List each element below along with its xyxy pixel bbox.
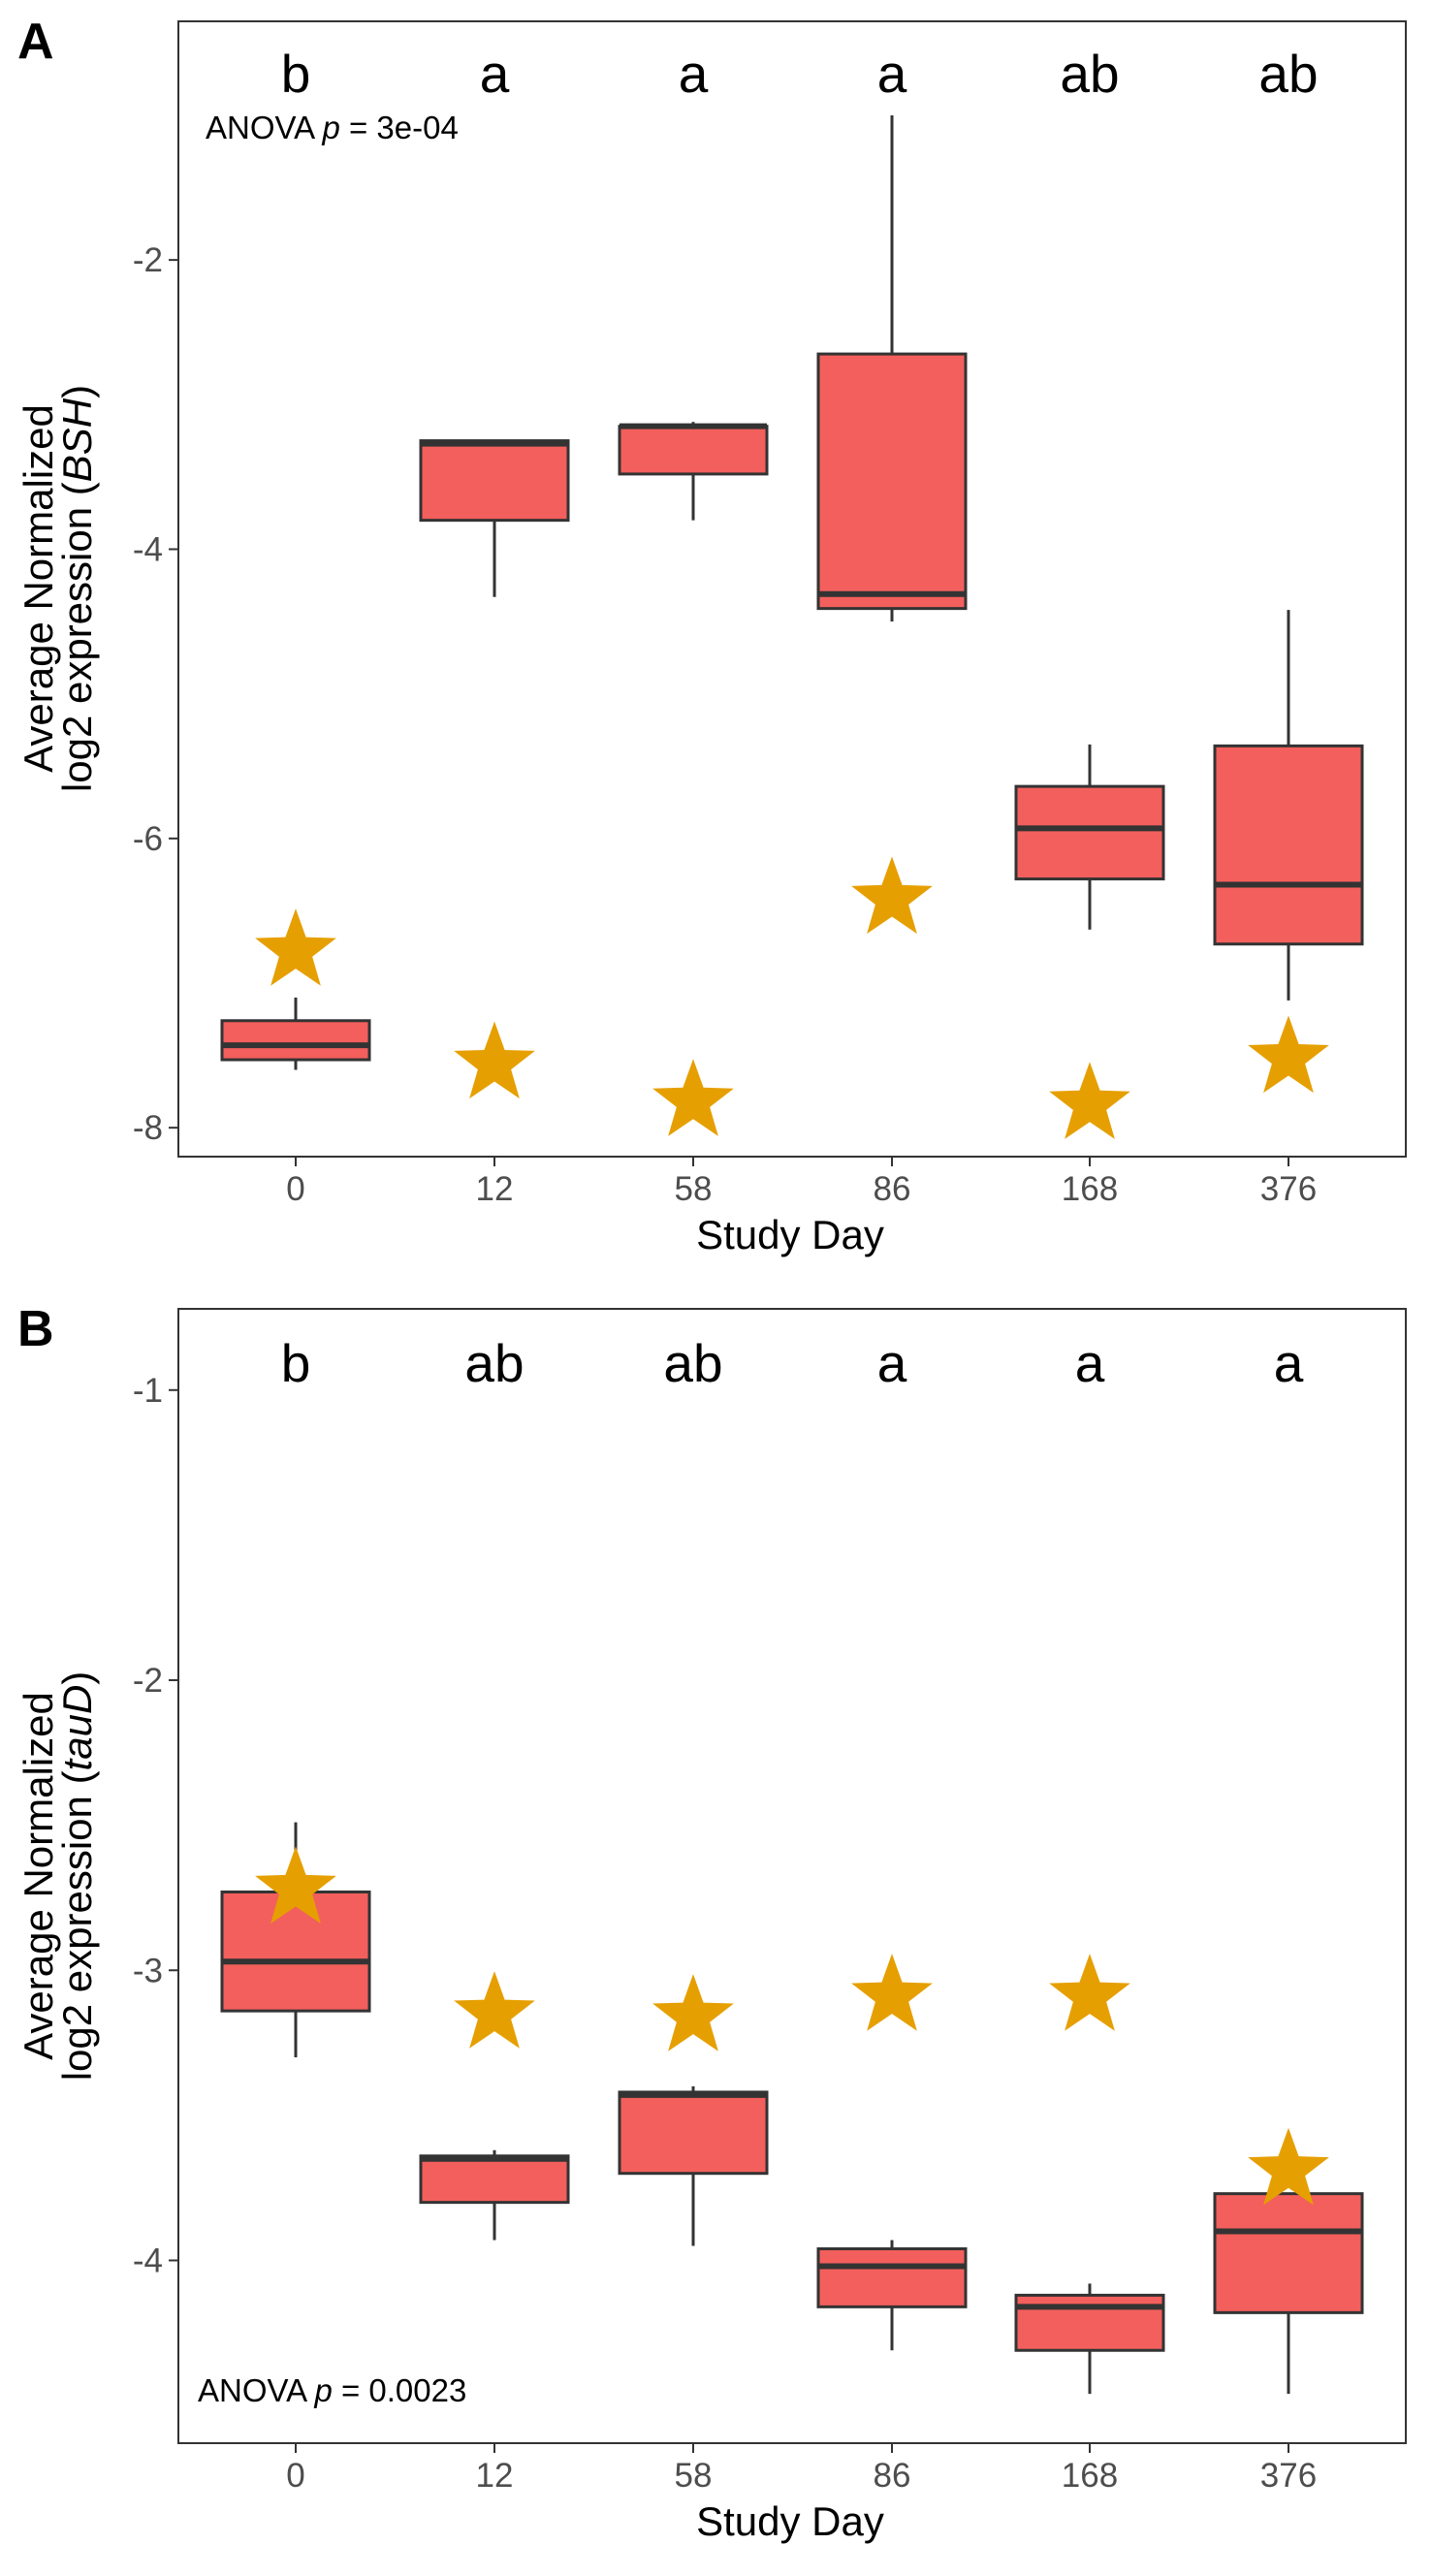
y-axis-title-gene: tauD <box>54 1685 100 1771</box>
y-tick-label: -8 <box>133 1109 163 1147</box>
significance-letter: a <box>480 44 510 104</box>
x-tick-label: 12 <box>476 1170 514 1208</box>
box <box>419 2154 570 2205</box>
plot-panel-border <box>177 1308 1407 2444</box>
x-tick-label: 58 <box>675 2457 713 2495</box>
y-axis-title-suffix: ) <box>54 1671 100 1685</box>
anova-p-symbol: p <box>321 110 339 145</box>
star-point-day-86 <box>851 1954 933 2031</box>
y-axis-title-prefix: log2 expression ( <box>54 1770 100 2081</box>
boxplot-day-12 <box>419 439 570 597</box>
star-point-day-12 <box>454 1021 535 1099</box>
x-axis-title: Study Day <box>696 2498 884 2544</box>
y-axis-title-line2: log2 expression (tauD) <box>54 1671 100 2082</box>
x-tick-label: 86 <box>874 2457 911 2495</box>
y-axis-title: Average Normalizedlog2 expression (tauD) <box>16 1671 100 2082</box>
significance-letter: ab <box>663 1333 722 1393</box>
y-axis-title-line1: Average Normalized <box>16 1692 61 2060</box>
star-point-day-376 <box>1248 1015 1329 1094</box>
box <box>816 352 968 611</box>
y-axis-title-prefix: log2 expression ( <box>54 482 100 792</box>
significance-letter: ab <box>464 1333 524 1393</box>
box <box>618 425 769 476</box>
star-point-day-168 <box>1049 1954 1130 2031</box>
significance-letter: ab <box>1060 44 1119 104</box>
y-axis-title-suffix: ) <box>54 385 100 398</box>
significance-letter: ab <box>1258 44 1318 104</box>
significance-letter: a <box>1274 1333 1304 1393</box>
panel-a: A -2 -4 -6 -8 0 12 58 86 168 376 Study Day Average N… <box>16 14 1407 1257</box>
boxplot-day-168 <box>1014 744 1165 930</box>
boxplot-day-86 <box>816 114 968 622</box>
boxplot-day-0 <box>220 1822 371 2058</box>
star-point-day-0 <box>255 1846 336 1924</box>
panel-b: B -1 -2 -3 -4 0 12 58 86 168 376 Study Day Average N… <box>16 1301 1407 2544</box>
y-axis-title-line2: log2 expression (BSH) <box>54 385 100 792</box>
box <box>618 2090 769 2176</box>
star-point-day-58 <box>652 1059 734 1136</box>
x-tick-label: 168 <box>1062 2457 1118 2495</box>
anova-annotation: ANOVA p = 0.0023 <box>198 2372 466 2408</box>
box <box>220 1890 371 2013</box>
panel-letter: B <box>17 1301 54 1357</box>
boxplot-day-376 <box>1213 610 1364 1001</box>
box <box>419 439 570 523</box>
y-tick-label: -4 <box>133 530 163 568</box>
boxplot-day-168 <box>1014 2283 1165 2395</box>
boxplot-day-0 <box>220 997 371 1070</box>
x-tick-label: 168 <box>1062 1170 1118 1208</box>
significance-letter: b <box>281 44 311 104</box>
x-tick-label: 12 <box>476 2457 514 2495</box>
anova-annotation: ANOVA p = 3e-04 <box>206 110 459 145</box>
plot-panel-border <box>177 20 1407 1158</box>
anova-prefix: ANOVA <box>206 110 322 145</box>
x-tick-label: 376 <box>1260 2457 1317 2495</box>
star-point-day-168 <box>1049 1062 1130 1139</box>
anova-p-symbol: p <box>313 2372 332 2408</box>
boxplot-day-86 <box>816 2240 968 2351</box>
box <box>816 2247 968 2308</box>
x-axis-title: Study Day <box>696 1212 884 1257</box>
significance-letter: a <box>1075 1333 1105 1393</box>
anova-value: = 3e-04 <box>340 110 459 145</box>
star-point-day-58 <box>652 1974 734 2051</box>
y-axis-title-line1: Average Normalized <box>16 404 61 773</box>
anova-value: = 0.0023 <box>333 2372 467 2408</box>
x-tick-label: 0 <box>286 2457 304 2495</box>
significance-letter: b <box>281 1333 311 1393</box>
x-tick-label: 0 <box>286 1170 304 1208</box>
x-tick-label: 376 <box>1260 1170 1317 1208</box>
star-point-day-12 <box>454 1971 535 2049</box>
significance-letter: a <box>877 1333 907 1393</box>
boxplot-day-376 <box>1213 2192 1364 2395</box>
box <box>1014 2293 1165 2352</box>
anova-prefix: ANOVA <box>198 2372 314 2408</box>
x-tick-label: 58 <box>675 1170 713 1208</box>
box <box>1213 744 1364 946</box>
y-tick-label: -2 <box>133 241 163 279</box>
y-axis-title-gene: BSH <box>54 398 100 482</box>
boxplot-day-58 <box>618 2085 769 2246</box>
box <box>1014 784 1165 881</box>
y-tick-label: -2 <box>133 1662 163 1700</box>
boxplot-day-58 <box>618 422 769 521</box>
box <box>220 1019 371 1062</box>
y-tick-label: -3 <box>133 1952 163 1989</box>
panel-letter: A <box>17 14 54 70</box>
y-tick-label: -4 <box>133 2242 163 2279</box>
boxplot-day-12 <box>419 2149 570 2241</box>
significance-letter: a <box>679 44 709 104</box>
star-point-day-0 <box>255 908 336 986</box>
star-point-day-86 <box>851 856 933 935</box>
box <box>1213 2192 1364 2314</box>
significance-letter: a <box>877 44 907 104</box>
x-tick-label: 86 <box>874 1170 911 1208</box>
y-tick-label: -1 <box>133 1372 163 1410</box>
y-tick-label: -6 <box>133 820 163 858</box>
star-point-day-376 <box>1248 2127 1329 2206</box>
y-axis-title: Average Normalizedlog2 expression (BSH) <box>16 385 100 792</box>
